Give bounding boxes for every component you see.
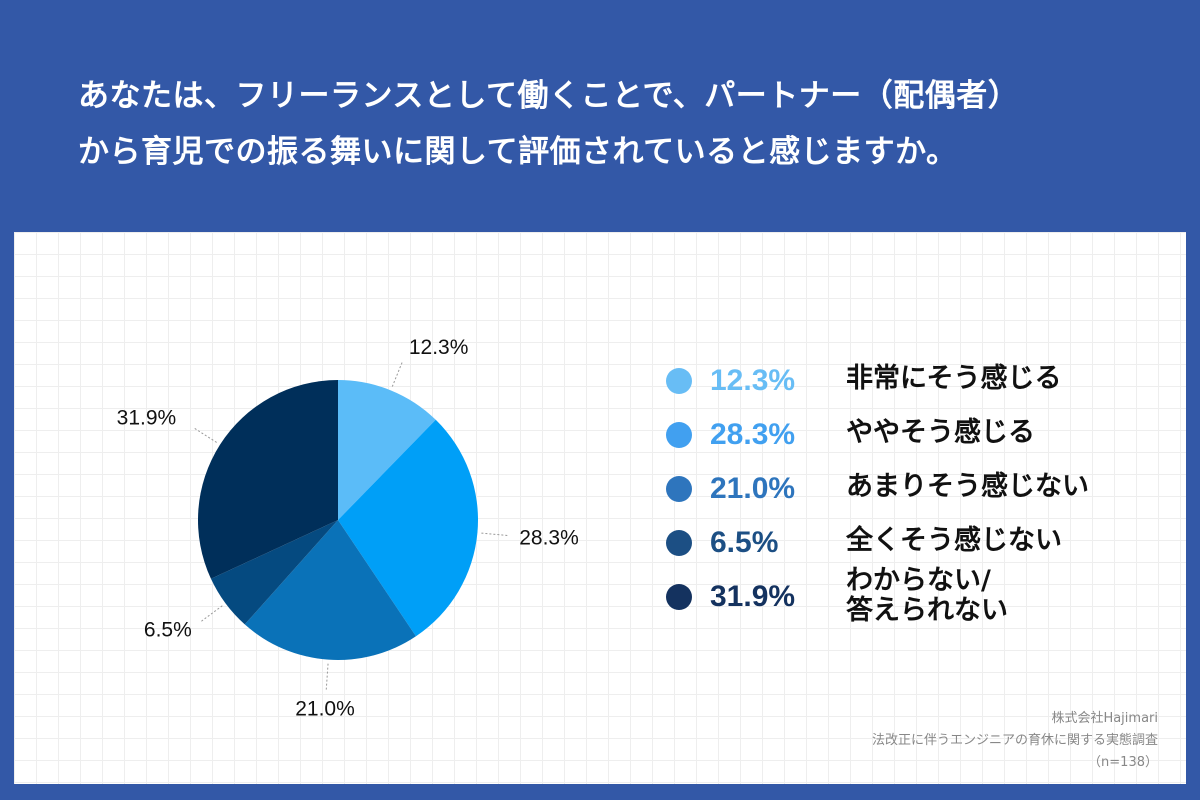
legend-item-dont-know: 31.9% わからない/ 答えられない: [664, 566, 1144, 638]
source-company: 株式会社Hajimari: [1051, 711, 1158, 726]
legend-swatch: [666, 422, 692, 448]
data-label-somewhat: 28.3%: [519, 527, 579, 550]
legend-percent: 12.3%: [710, 364, 796, 397]
legend-item-not-at-all: 6.5% 全くそう感じない: [664, 524, 1144, 564]
legend-percent: 6.5%: [710, 526, 779, 559]
legend-item-somewhat: 28.3% ややそう感じる: [664, 416, 1144, 456]
legend-label-line-1: わからない/: [846, 565, 991, 596]
legend-swatch: [666, 476, 692, 502]
legend-label: 全くそう感じない: [846, 525, 1062, 556]
leader-line-not-much: [325, 663, 329, 690]
chart-title: あなたは、フリーランスとして働くことで、パートナー（配偶者） から育児での振る舞…: [78, 68, 1158, 180]
pie-slice-not-at-all: [210, 520, 338, 625]
pie-slice-somewhat: [338, 419, 478, 637]
chart-panel: 12.3% 28.3% 21.0% 6.5% 31.9% 12.3% 非常にそう感じる …: [14, 232, 1186, 784]
leader-line-dont-know: [194, 428, 217, 443]
legend-swatch: [666, 584, 692, 610]
legend-label: 非常にそう感じる: [846, 363, 1062, 394]
legend-item-very: 12.3% 非常にそう感じる: [664, 362, 1144, 402]
pie-slice-dont-know: [197, 380, 338, 579]
legend-swatch: [666, 368, 692, 394]
data-label-not-at-all: 6.5%: [144, 618, 192, 641]
pie-slice-very: [338, 380, 436, 520]
source-survey: 法改正に伴うエンジニアの育休に関する実態調査: [871, 733, 1158, 748]
legend-item-not-much: 21.0% あまりそう感じない: [664, 470, 1144, 510]
title-line-1: あなたは、フリーランスとして働くことで、パートナー（配偶者）: [78, 78, 1020, 114]
data-label-not-much: 21.0%: [295, 698, 355, 721]
legend-percent: 31.9%: [710, 580, 796, 613]
legend-label: ややそう感じる: [846, 417, 1035, 448]
legend-label: わからない/ 答えられない: [846, 566, 1008, 626]
leader-line-very: [391, 362, 403, 387]
legend-label-line-2: 答えられない: [846, 595, 1008, 626]
pie-chart: 12.3% 28.3% 21.0% 6.5% 31.9%: [117, 336, 579, 721]
leader-line-somewhat: [481, 532, 508, 536]
title-line-2: から育児での振る舞いに関して評価されていると感じますか。: [78, 134, 958, 170]
data-label-very: 12.3%: [409, 336, 469, 359]
source-sample-size: （n=138）: [1088, 755, 1158, 770]
pie-slice-not-much: [244, 520, 416, 660]
data-label-dont-know: 31.9%: [117, 407, 177, 430]
legend-percent: 28.3%: [710, 418, 796, 451]
source-note: 株式会社Hajimari 法改正に伴うエンジニアの育休に関する実態調査 （n=1…: [872, 708, 1158, 774]
legend-percent: 21.0%: [710, 472, 796, 505]
leader-line-not-at-all: [201, 605, 223, 622]
legend-label: あまりそう感じない: [846, 471, 1089, 502]
legend-swatch: [666, 530, 692, 556]
